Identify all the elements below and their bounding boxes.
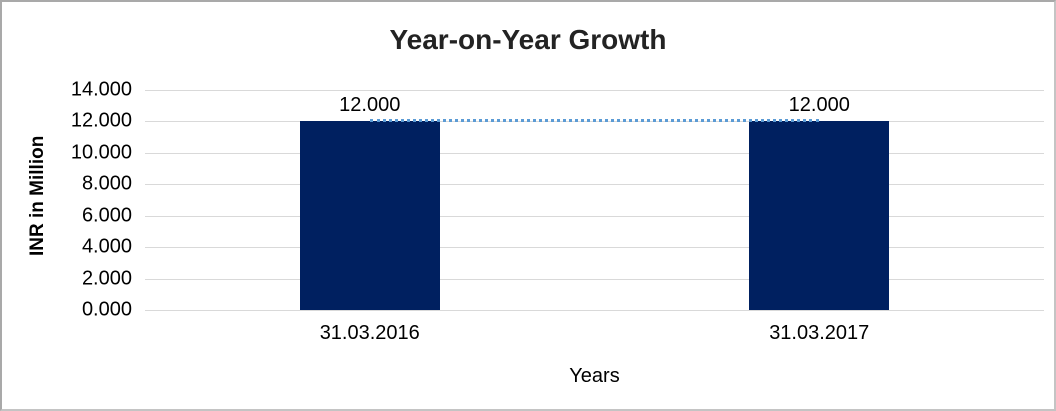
y-axis-tick-label: 0.000 <box>81 298 132 321</box>
trendline <box>369 119 820 123</box>
gridline <box>145 310 1044 311</box>
y-axis-tick-label: 8.000 <box>81 172 132 195</box>
gridline <box>145 278 1044 280</box>
y-axis-tick-label: 4.000 <box>81 235 132 258</box>
gridline <box>145 247 1044 249</box>
plot-area <box>145 90 1044 311</box>
bar <box>749 121 890 310</box>
gridline <box>145 215 1044 217</box>
gridline <box>145 90 1044 91</box>
y-axis-tick-label: 6.000 <box>81 204 132 227</box>
gridline <box>145 184 1044 186</box>
y-axis-tick-label: 14.000 <box>70 78 132 101</box>
y-axis-tick-label: 10.000 <box>70 141 132 164</box>
bar-value-label: 12.000 <box>339 94 401 117</box>
x-axis-category-label: 31.03.2016 <box>319 322 420 344</box>
y-axis-tick-label: 2.000 <box>81 267 132 290</box>
gridline <box>145 152 1044 154</box>
chart-title: Year-on-Year Growth <box>389 24 667 55</box>
y-axis-tick-label: 12.000 <box>70 109 132 132</box>
bar <box>299 121 440 310</box>
x-axis-category-label: 31.03.2017 <box>769 322 870 344</box>
bar-value-label: 12.000 <box>788 94 850 117</box>
x-axis-title: Years <box>569 365 620 387</box>
